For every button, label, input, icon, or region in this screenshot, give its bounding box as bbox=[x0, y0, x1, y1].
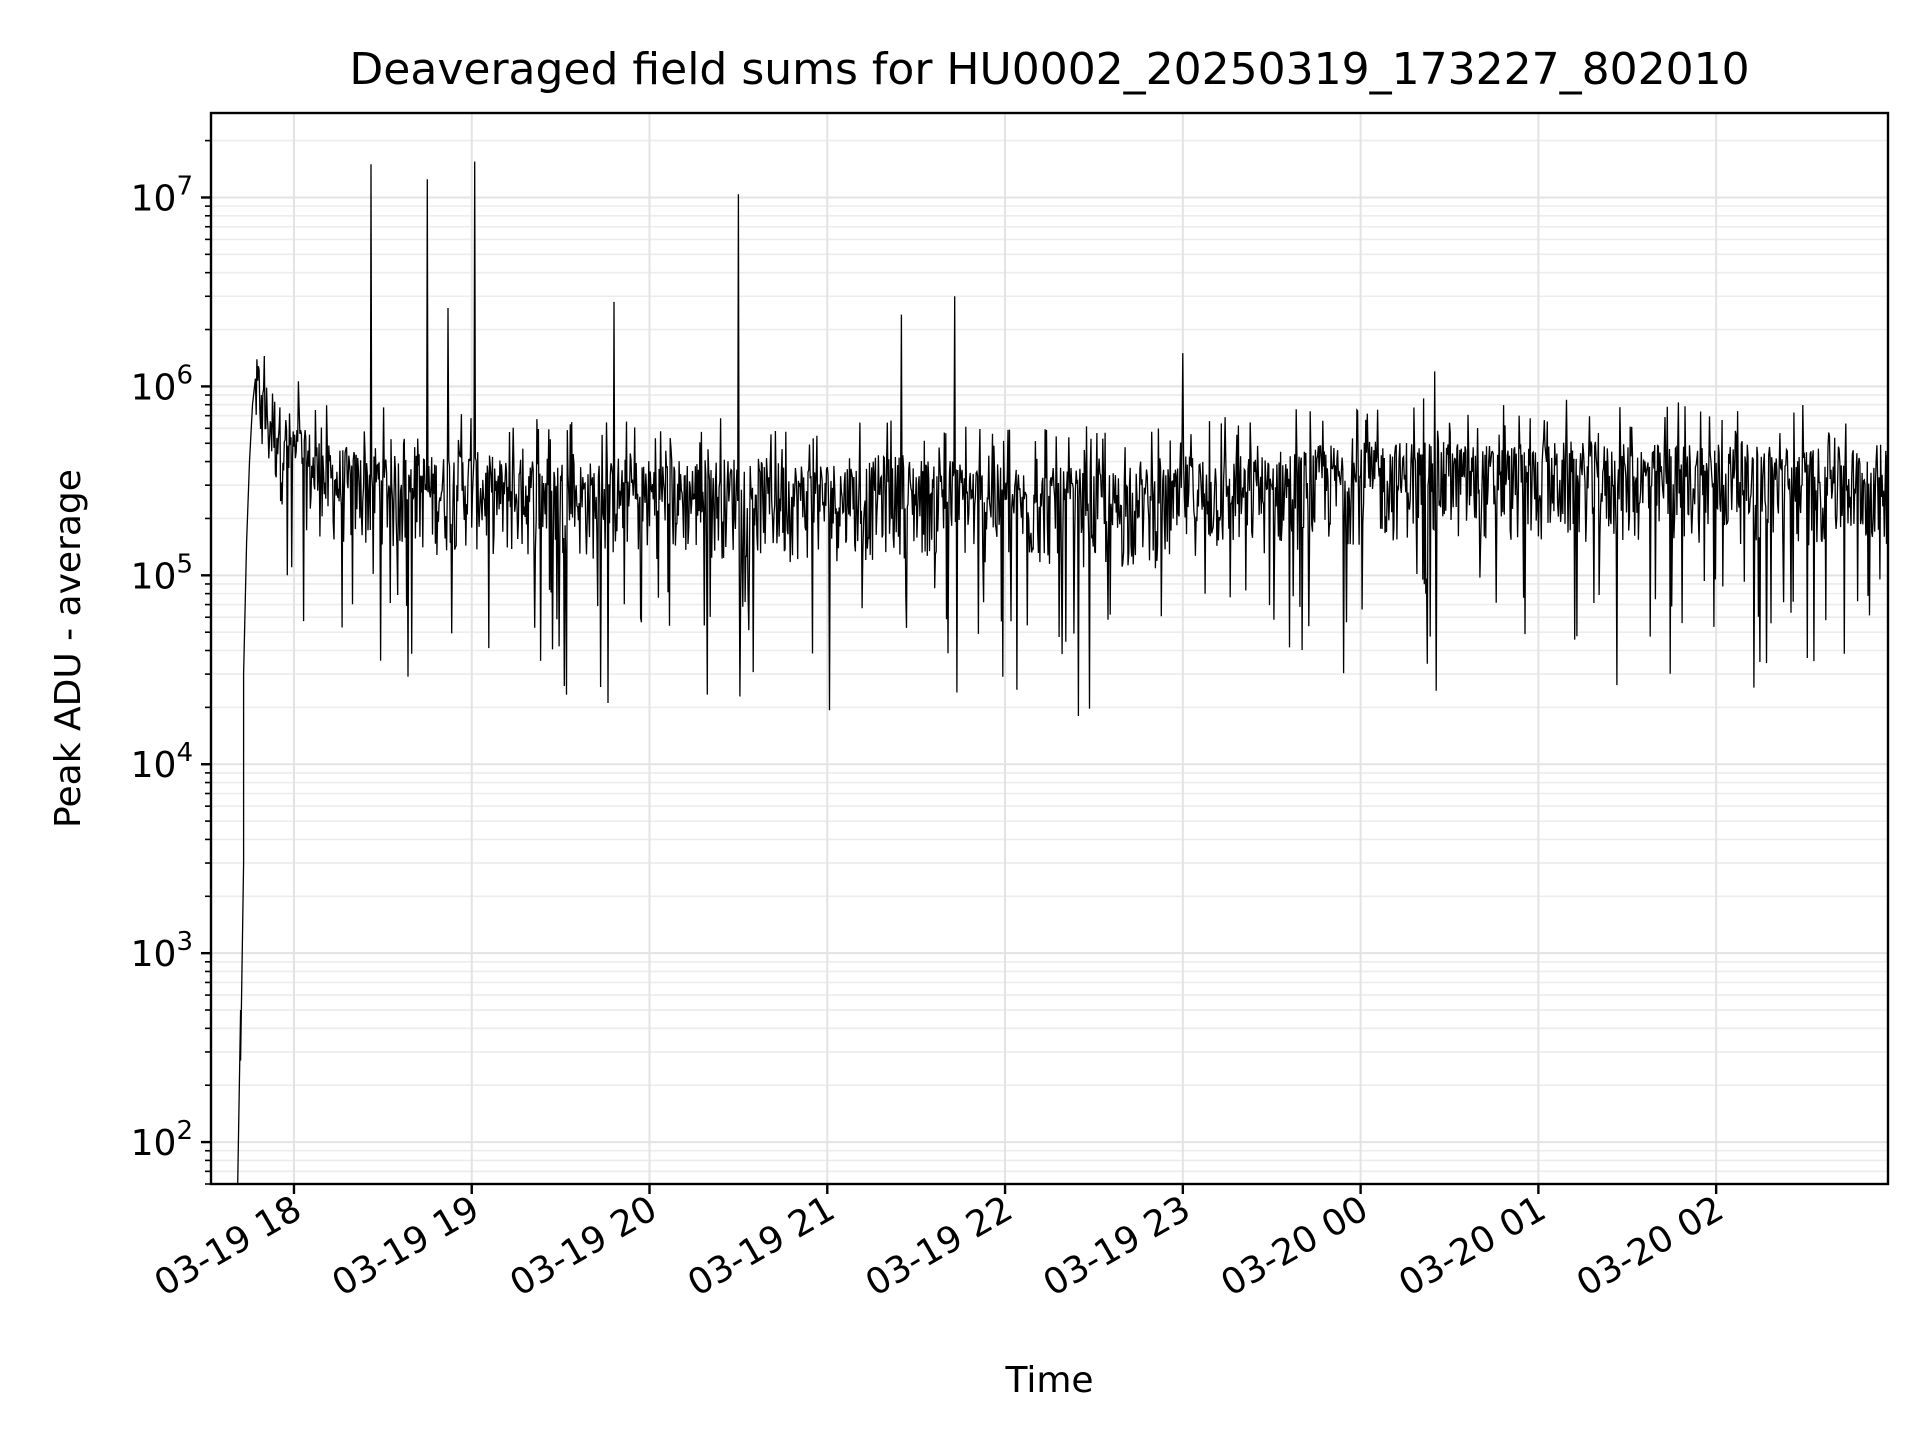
x-axis-label: Time bbox=[1004, 1360, 1093, 1401]
chart-title: Deaveraged field sums for HU0002_2025031… bbox=[349, 44, 1749, 95]
y-tick-label: 107 bbox=[131, 171, 193, 219]
grid bbox=[211, 113, 1888, 1185]
plot-frame bbox=[209, 111, 1890, 1186]
y-tick-label: 102 bbox=[131, 1116, 193, 1164]
y-tick-label: 103 bbox=[131, 927, 193, 975]
y-axis: 102 103 104 105 106 107 bbox=[131, 139, 211, 1185]
y-tick-label: 106 bbox=[131, 360, 193, 408]
y-axis-label: Peak ADU - average bbox=[48, 469, 89, 828]
y-tick-label: 104 bbox=[131, 738, 193, 786]
y-tick-label: 105 bbox=[131, 549, 193, 597]
data-series bbox=[237, 161, 1889, 1185]
series-line bbox=[237, 161, 1889, 1185]
